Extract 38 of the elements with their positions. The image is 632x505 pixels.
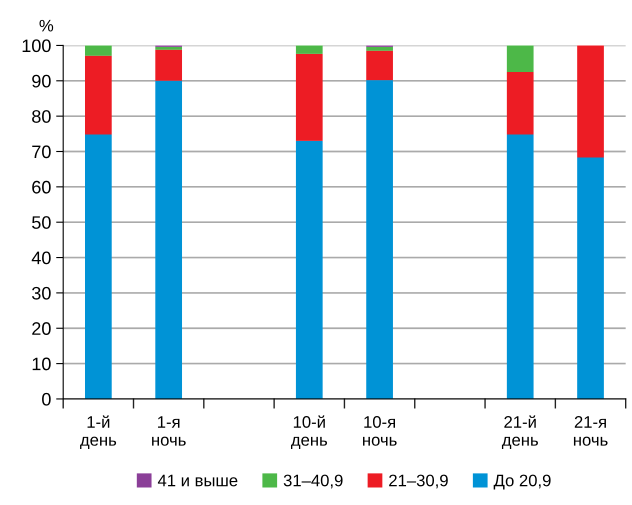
- bar: [506, 134, 534, 399]
- legend-label: До 20,9: [494, 474, 551, 490]
- bar: [366, 50, 393, 80]
- bar: [506, 72, 534, 135]
- bar: [84, 134, 112, 399]
- legend-label: 41 и выше: [158, 474, 238, 486]
- y-tick-label: 60: [32, 180, 51, 194]
- y-tick-label: 0: [42, 392, 51, 406]
- legend-label: 31–40,9: [284, 474, 343, 488]
- bar: [296, 45, 323, 54]
- y-tick-label: 100: [22, 39, 51, 52]
- y-tick-label: 30: [32, 286, 51, 300]
- bar: [84, 45, 112, 56]
- y-tick-label: 10: [32, 358, 51, 370]
- y-tick-label: 20: [32, 322, 51, 335]
- y-tick-label: 80: [32, 110, 51, 123]
- legend-label: 21–30,9: [389, 474, 448, 488]
- bar: [366, 46, 393, 51]
- x-tick-label: 10-й день: [291, 415, 328, 449]
- y-axis-title: %: [40, 20, 54, 32]
- x-tick-label: 21-я ночь: [574, 416, 608, 446]
- bar: [577, 158, 604, 399]
- x-tick-label: 1-й день: [80, 415, 116, 449]
- y-tick-label: 40: [32, 251, 51, 264]
- bar: [84, 56, 112, 135]
- bar: [296, 140, 323, 399]
- bar: [577, 45, 604, 158]
- bar: [366, 80, 393, 399]
- x-tick-label: 10-я ночь: [363, 416, 397, 446]
- x-tick-label: 21-й день: [502, 415, 538, 449]
- y-tick-label: 70: [32, 145, 51, 158]
- y-tick-label: 50: [32, 216, 51, 229]
- bar: [296, 54, 323, 141]
- y-tick-label: 90: [32, 74, 51, 88]
- x-tick-label: 1-я ночь: [152, 416, 186, 446]
- bar: [155, 80, 182, 399]
- bar: [155, 50, 182, 81]
- bar: [506, 45, 534, 72]
